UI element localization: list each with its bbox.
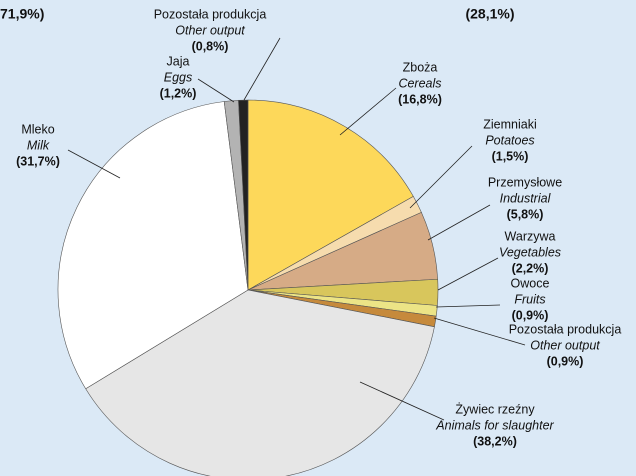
label-pl: Pozostała produkcja: [509, 322, 622, 336]
label-pl: Ziemniaki: [483, 117, 537, 131]
value-label: (1,2%): [160, 86, 197, 100]
leader-line: [67, 149, 121, 179]
leader-line: [197, 78, 235, 103]
label-en: Cereals: [398, 76, 441, 90]
pie-slice: [57, 101, 249, 390]
label-en: Eggs: [164, 70, 193, 84]
value-label: (1,5%): [492, 149, 529, 163]
leader-line: [359, 381, 445, 421]
pie-slice: [238, 99, 249, 291]
value-label: (5,8%): [507, 207, 544, 221]
label-en: Potatoes: [485, 133, 534, 147]
label-pl: Mleko: [21, 122, 54, 136]
value-label: (16,8%): [398, 92, 442, 106]
leader-line: [433, 317, 526, 346]
leader-line: [427, 204, 491, 241]
value-label: (31,7%): [16, 154, 60, 168]
value-label: (0,8%): [192, 39, 229, 53]
label-pl: Przemysłowe: [488, 175, 562, 189]
label-pl: Żywiec rzeźny: [455, 402, 535, 416]
leader-line: [243, 37, 281, 101]
value-label: (38,2%): [473, 434, 517, 448]
leader-line: [437, 257, 499, 291]
label-en: Industrial: [500, 191, 552, 205]
leader-line: [409, 145, 473, 209]
pie-slice: [85, 289, 435, 476]
value-label: (0,9%): [547, 354, 584, 368]
label-pl: Pozostała produkcja: [154, 7, 267, 21]
label-en: Other output: [175, 23, 245, 37]
label-en: Animals for slaughter: [435, 418, 554, 432]
label-en: Milk: [27, 138, 50, 152]
header-left: 71,9%): [0, 6, 44, 22]
label-en: Other output: [530, 338, 600, 352]
leader-line: [339, 87, 397, 136]
header-right: (28,1%): [465, 6, 514, 22]
label-pl: Jaja: [167, 54, 190, 68]
label-pl: Zboża: [403, 60, 438, 74]
value-label: (2,2%): [512, 261, 549, 275]
label-pl: Warzywa: [505, 229, 556, 243]
pie-slice: [247, 99, 414, 291]
leader-line: [435, 304, 501, 308]
label-en: Fruits: [514, 292, 545, 306]
label-pl: Owoce: [511, 276, 550, 290]
label-en: Vegetables: [499, 245, 561, 259]
value-label: (0,9%): [512, 308, 549, 322]
